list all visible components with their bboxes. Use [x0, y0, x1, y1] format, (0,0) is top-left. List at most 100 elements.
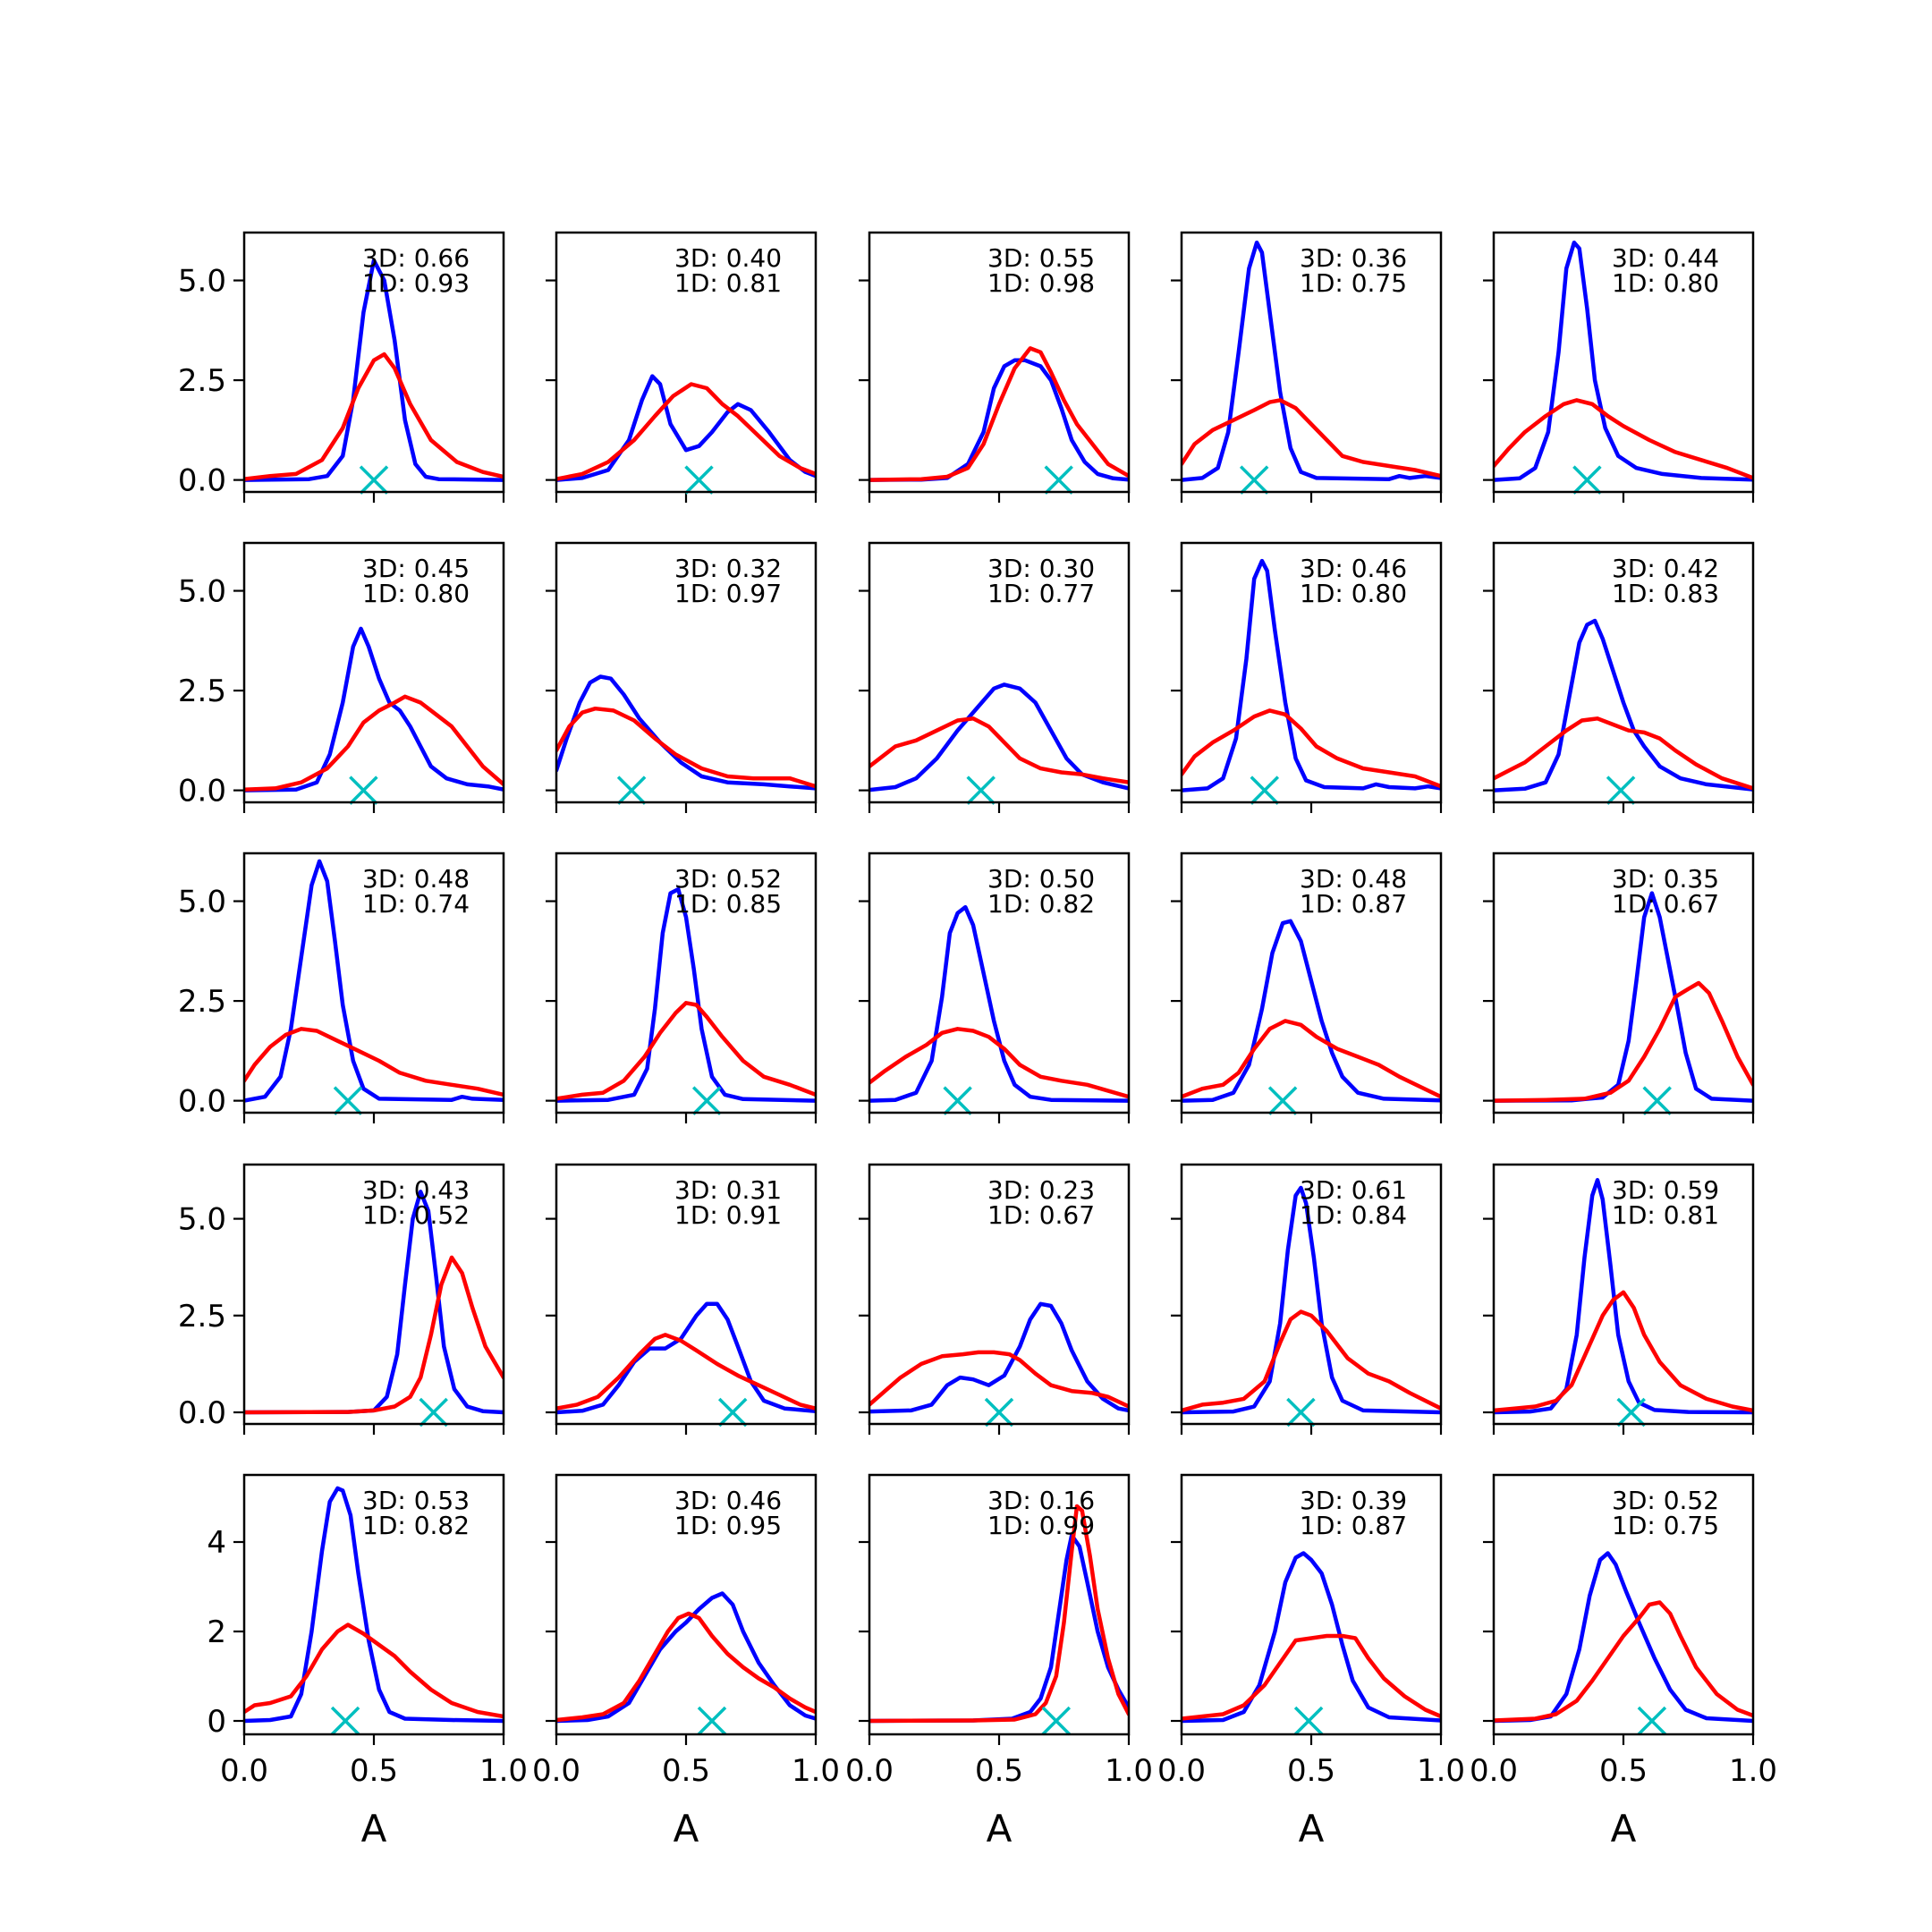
- panel-r1-c3-label-3d: 3D: 0.55: [987, 243, 1095, 273]
- panel-r4-c3-series-1d-line: [869, 1350, 1129, 1409]
- panel-r1-c5-frame: [1492, 231, 1755, 494]
- panel-r3-c1-label-1d: 1D: 0.74: [362, 889, 470, 919]
- panel-r4-c3-series-3d-line: [869, 1301, 1129, 1414]
- panel-r2-c3-label-3d: 3D: 0.30: [987, 554, 1095, 583]
- x-tick-label: 0.5: [662, 1753, 710, 1789]
- panel-r5-c3-label-1d: 1D: 0.99: [987, 1511, 1095, 1540]
- x-tick-label: 0.0: [1470, 1753, 1518, 1789]
- x-tick-label: 0.0: [845, 1753, 894, 1789]
- y-tick-label: 2: [207, 1614, 226, 1650]
- panel-r5-c4-series-1d-line: [1182, 1633, 1441, 1721]
- panel-r4-c5-marker-x: [1616, 1397, 1646, 1428]
- panel-r3-c5-frame: [1492, 852, 1755, 1114]
- panel-r4-c3-frame: [868, 1163, 1131, 1426]
- panel-r2-c5-series-1d-line: [1494, 716, 1753, 791]
- panel-r1-c2-label-3d: 3D: 0.40: [674, 243, 782, 273]
- panel-r5-c5-marker-x: [1637, 1706, 1667, 1736]
- panel-r2-c3-series-3d-line: [869, 682, 1129, 792]
- panel-r3-c5-label-3d: 3D: 0.35: [1612, 864, 1719, 894]
- panel-r1-c5-label-1d: 1D: 0.80: [1612, 268, 1719, 298]
- x-tick-label: 1.0: [1729, 1753, 1777, 1789]
- panel-r1-c2-series-1d-line: [556, 382, 816, 481]
- x-axis-title: A: [1611, 1807, 1637, 1851]
- panel-r3-c5-series-3d-line: [1494, 891, 1753, 1103]
- y-tick-label: 0.0: [178, 463, 226, 499]
- panel-r4-c5-series-1d-line: [1494, 1290, 1753, 1413]
- y-tick-label: 2.5: [178, 674, 226, 709]
- panel-r3-c5-series-1d-line: [1494, 980, 1753, 1103]
- panel-r1-c1-label-1d: 1D: 0.93: [362, 268, 470, 298]
- panel-r3-c4-series-3d-line: [1182, 919, 1441, 1103]
- panel-r4-c5-frame: [1492, 1163, 1755, 1426]
- x-axis-title: A: [361, 1807, 387, 1851]
- panel-r1-c2-marker-x: [684, 465, 714, 495]
- panel-r5-c5-label-3d: 3D: 0.52: [1612, 1486, 1719, 1515]
- panel-r1-c1-frame: [242, 231, 505, 494]
- panel-r4-c3-label-1d: 1D: 0.67: [987, 1200, 1095, 1230]
- panel-r3-c4-label-1d: 1D: 0.87: [1300, 889, 1407, 919]
- panel-r3-c2-marker-x: [691, 1086, 722, 1115]
- panel-r1-c2-label-1d: 1D: 0.81: [674, 268, 782, 298]
- panel-r4-c1-marker-x: [419, 1397, 448, 1428]
- panel-r5-c2-series-1d-line: [556, 1611, 816, 1723]
- panel-r5-c5-frame: [1492, 1473, 1755, 1736]
- panel-r3-c3-series-1d-line: [869, 1027, 1129, 1099]
- panel-r5-c4-label-3d: 3D: 0.39: [1300, 1486, 1407, 1515]
- panel-r4-c1-label-1d: 1D: 0.52: [362, 1200, 470, 1230]
- panel-r5-c2-label-1d: 1D: 0.95: [674, 1511, 782, 1540]
- panel-r3-c5-label-1d: 1D: 0.67: [1612, 889, 1719, 919]
- panel-r2-c3-series-1d-line: [869, 716, 1129, 784]
- x-tick-label: 0.5: [1599, 1753, 1648, 1789]
- panel-r3-c3-label-3d: 3D: 0.50: [987, 864, 1095, 894]
- panel-r3-c2-series-1d-line: [556, 1001, 816, 1101]
- panel-r4-c4-frame: [1180, 1163, 1443, 1426]
- panel-r4-c5-label-3d: 3D: 0.59: [1612, 1175, 1719, 1205]
- panel-r4-c5-label-1d: 1D: 0.81: [1612, 1200, 1719, 1230]
- y-tick-label: 5.0: [178, 574, 226, 610]
- panel-r1-c4-frame: [1180, 231, 1443, 494]
- panel-r2-c2-marker-x: [616, 775, 647, 805]
- panel-r4-c2-marker-x: [717, 1397, 748, 1428]
- panel-r5-c1-marker-x: [330, 1706, 360, 1736]
- panel-r4-c1-label-3d: 3D: 0.43: [362, 1175, 470, 1205]
- panel-r1-c1-series-1d-line: [244, 352, 504, 481]
- panel-r2-c3-frame: [868, 541, 1131, 804]
- panel-r1-c3-label-1d: 1D: 0.98: [987, 268, 1095, 298]
- y-tick-label: 0: [207, 1704, 226, 1740]
- panel-r3-c2-label-1d: 1D: 0.85: [674, 889, 782, 919]
- panel-r1-c5-series-3d-line: [1494, 240, 1753, 482]
- panel-r5-c1-series-3d-line: [244, 1486, 504, 1724]
- panel-r2-c2-series-1d-line: [556, 706, 816, 789]
- panel-r5-c1-series-1d-line: [244, 1623, 504, 1719]
- panel-r1-c2-series-3d-line: [556, 374, 816, 482]
- panel-r1-c4-marker-x: [1239, 465, 1269, 495]
- y-tick-label: 5.0: [178, 1202, 226, 1238]
- panel-r3-c4-marker-x: [1267, 1086, 1298, 1115]
- panel-r1-c3-frame: [868, 231, 1131, 494]
- panel-r4-c1-series-1d-line: [244, 1255, 504, 1415]
- panel-r4-c1-series-3d-line: [244, 1190, 504, 1415]
- panel-r5-c2-label-3d: 3D: 0.46: [674, 1486, 782, 1515]
- panel-r4-c2-series-3d-line: [556, 1301, 816, 1415]
- y-tick-label: 2.5: [178, 1299, 226, 1335]
- panel-r2-c1-series-1d-line: [244, 694, 504, 792]
- panel-r5-c4-frame: [1180, 1473, 1443, 1736]
- panel-r1-c1-label-3d: 3D: 0.66: [362, 243, 470, 273]
- panel-r4-c3-label-3d: 3D: 0.23: [987, 1175, 1095, 1205]
- panel-r2-c2-label-1d: 1D: 0.97: [674, 579, 782, 608]
- panel-r5-c2-marker-x: [697, 1706, 727, 1736]
- panel-r2-c4-series-1d-line: [1182, 708, 1441, 789]
- panel-r2-c5-frame: [1492, 541, 1755, 804]
- panel-r3-c1-label-3d: 3D: 0.48: [362, 864, 470, 894]
- panel-r1-c3-series-3d-line: [869, 358, 1129, 482]
- x-tick-label: 0.0: [1157, 1753, 1206, 1789]
- panel-r1-c4-series-3d-line: [1182, 240, 1441, 482]
- y-tick-label: 5.0: [178, 885, 226, 920]
- panel-r5-c4-marker-x: [1293, 1706, 1324, 1736]
- panel-r4-c4-series-3d-line: [1182, 1185, 1441, 1415]
- panel-r5-c3-label-3d: 3D: 0.16: [987, 1486, 1095, 1515]
- panel-r2-c4-series-3d-line: [1182, 558, 1441, 792]
- panel-r4-c4-series-1d-line: [1182, 1309, 1441, 1413]
